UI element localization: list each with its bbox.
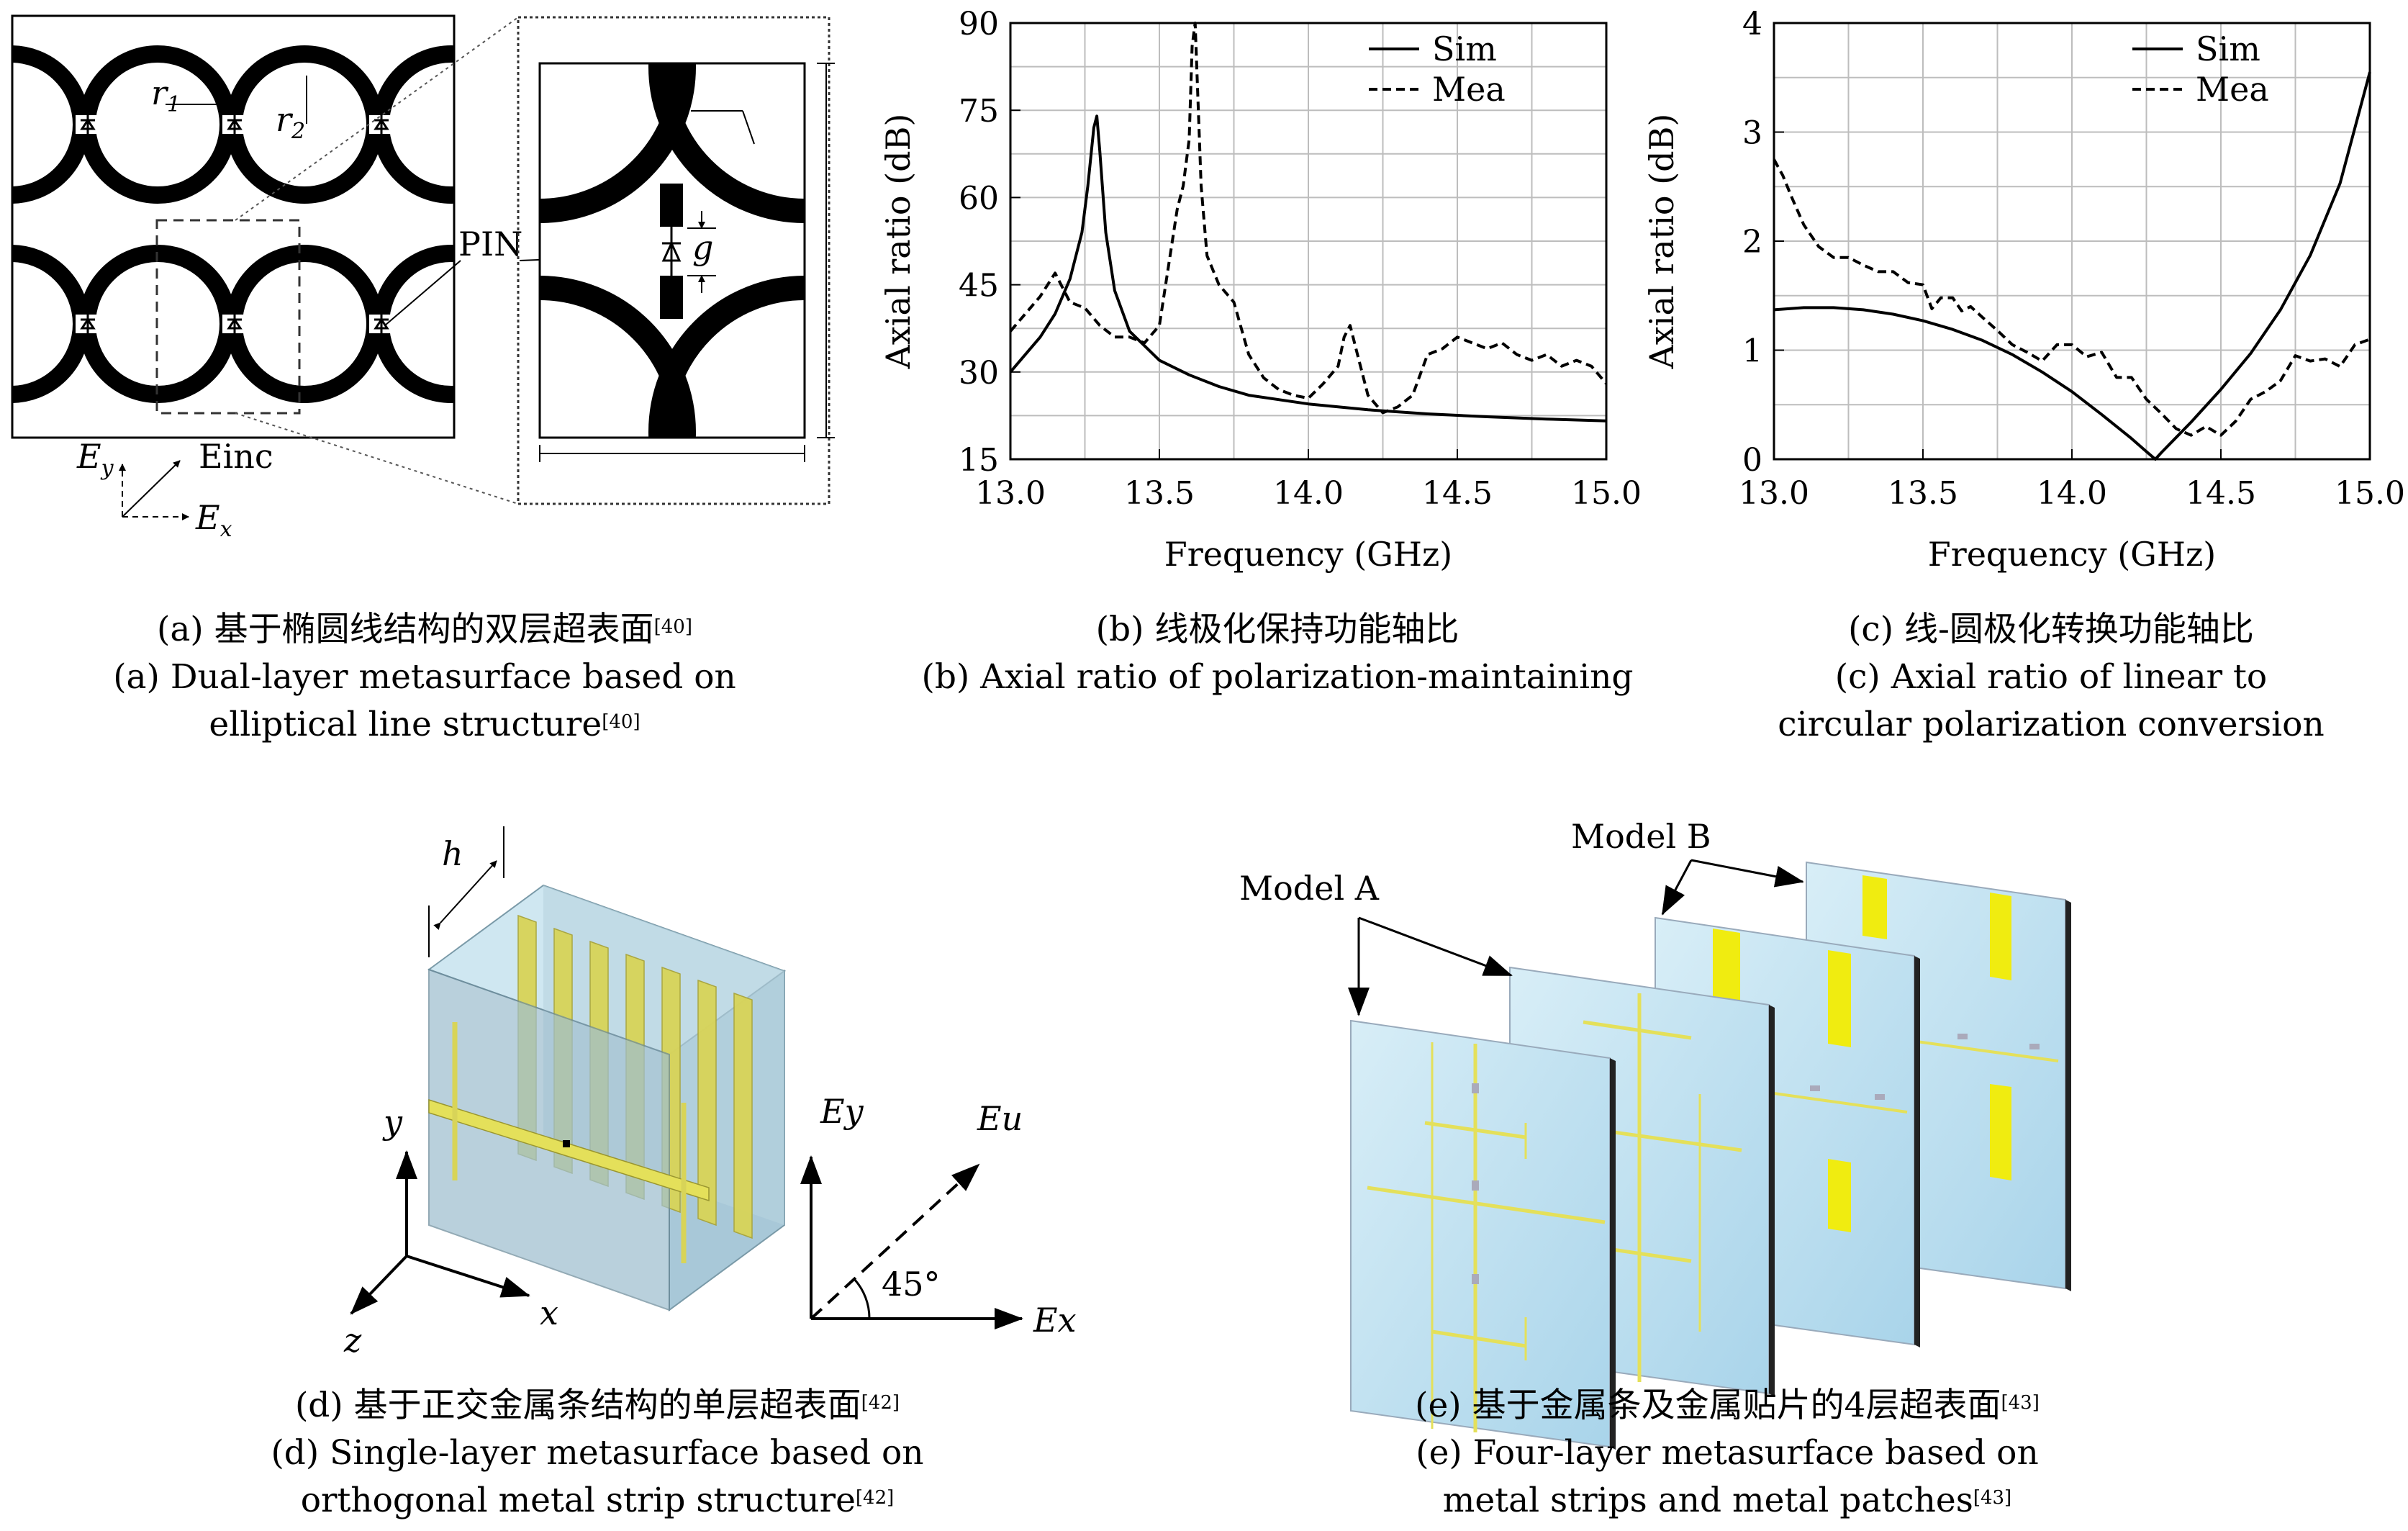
caption-a-en-2: elliptical line structure[40] (209, 705, 641, 744)
model-b-label: Model B (1571, 817, 1711, 856)
horizontal-metal-strip (428, 1098, 710, 1202)
legend-label: Mea (1432, 70, 1506, 109)
caption-c-en-1: (c) Axial ratio of linear to (1834, 657, 2268, 697)
y-tick-label: 3 (1742, 115, 1762, 152)
layer-1 (1350, 1019, 1616, 1450)
x-tick-label: 13.0 (975, 475, 1046, 512)
caption-e-en-2: metal strips and metal patches[43] (1442, 1481, 2012, 1520)
zoom-frame (517, 16, 830, 505)
einc-label: Einc (199, 437, 273, 476)
chart-b: 13.0 13.5 14.0 14.5 15.0 15 30 45 60 75 90 Frequenc… (879, 6, 1642, 574)
zoom-selection (155, 219, 301, 415)
pin-diodes (80, 114, 389, 334)
caption-e-en-1: (e) Four-layer metasurface based on (1416, 1433, 2039, 1473)
r1-label: r1 (151, 73, 181, 117)
panel-a-figure: r1 r2 PIN g w (11, 14, 835, 542)
x-axis-label: x (540, 1293, 558, 1332)
chart-c: 13.0 13.5 14.0 14.5 15.0 0 1 2 3 4 Frequency (GHz)… (1642, 6, 2405, 574)
g-label: g (692, 228, 713, 267)
series-line-mea (1773, 158, 2371, 437)
y-axis-title: Axial ratio (dB) (879, 114, 918, 370)
metasurface-frame (11, 14, 456, 439)
x-tick-label: 15.0 (2335, 475, 2405, 512)
y-tick-label: 15 (959, 442, 999, 479)
caption-a-zh: (a) 基于椭圆线结构的双层超表面[40] (156, 610, 692, 649)
x-axis-title: Frequency (GHz) (1164, 535, 1452, 574)
x-tick-label: 14.5 (2186, 475, 2256, 512)
r2-label: r2 (276, 100, 305, 144)
x-tick-label: 15.0 (1571, 475, 1642, 512)
y-tick-label: 90 (959, 6, 999, 42)
y-tick-label: 60 (959, 180, 999, 217)
caption-b-zh: (b) 线极化保持功能轴比 (1095, 610, 1459, 649)
legend-label: Sim (2196, 30, 2260, 68)
caption-c-en-2: circular polarization conversion (1778, 705, 2325, 744)
zoom-rings (540, 63, 805, 438)
zoom-pin-diode (661, 227, 682, 276)
caption-e-zh: (e) 基于金属条及金属贴片的4层超表面[43] (1415, 1386, 2040, 1425)
y-axis-label: y (382, 1103, 403, 1142)
legend-label: Sim (1432, 30, 1497, 68)
panel-e-figure: Model A Model B (1239, 817, 2071, 1450)
model-a-label: Model A (1239, 869, 1380, 908)
caption-d-en-2: orthogonal metal strip structure[42] (300, 1481, 895, 1520)
y-axis-title: Axial ratio (dB) (1642, 114, 1681, 370)
y-tick-label: 45 (959, 268, 999, 304)
y-tick-label: 30 (959, 355, 999, 392)
x-tick-label: 14.0 (1273, 475, 1344, 512)
caption-a-en-1: (a) Dual-layer metasurface based on (113, 657, 736, 697)
panel-d-figure: h y x z Ey Eu Ex 45° (343, 826, 1077, 1360)
x-tick-label: 13.5 (1888, 475, 1958, 512)
y-tick-label: 75 (959, 93, 999, 130)
series-line-sim (1773, 71, 2371, 461)
ex-label: Ex (195, 498, 232, 542)
ey-field-label: Ey (820, 1092, 864, 1131)
x-tick-label: 14.0 (2037, 475, 2107, 512)
eu-field-label: Eu (977, 1099, 1023, 1138)
y-tick-label: 2 (1742, 224, 1762, 261)
y-tick-label: 1 (1742, 333, 1762, 370)
x-tick-label: 13.0 (1739, 475, 1809, 512)
ex-field-label: Ex (1033, 1301, 1077, 1340)
w-label: w (661, 84, 689, 123)
ey-label: Ey (76, 437, 114, 481)
h-label: h (442, 834, 463, 873)
caption-c-zh: (c) 线-圆极化转换功能轴比 (1848, 610, 2254, 649)
legend-label: Mea (2196, 70, 2269, 109)
x-axis-title: Frequency (GHz) (1928, 535, 2216, 574)
y-tick-label: 0 (1742, 442, 1762, 479)
x-tick-label: 14.5 (1422, 475, 1493, 512)
pin-label: PIN (458, 225, 522, 263)
z-axis-label: z (343, 1321, 362, 1360)
y-tick-label: 4 (1742, 6, 1762, 42)
series-line-mea (1009, 22, 1608, 415)
x-tick-label: 13.5 (1124, 475, 1195, 512)
caption-d-zh: (d) 基于正交金属条结构的单层超表面[42] (294, 1386, 900, 1425)
caption-b-en: (b) Axial ratio of polarization-maintain… (921, 657, 1634, 697)
angle-label: 45° (882, 1265, 941, 1304)
caption-d-en-1: (d) Single-layer metasurface based on (271, 1433, 924, 1473)
